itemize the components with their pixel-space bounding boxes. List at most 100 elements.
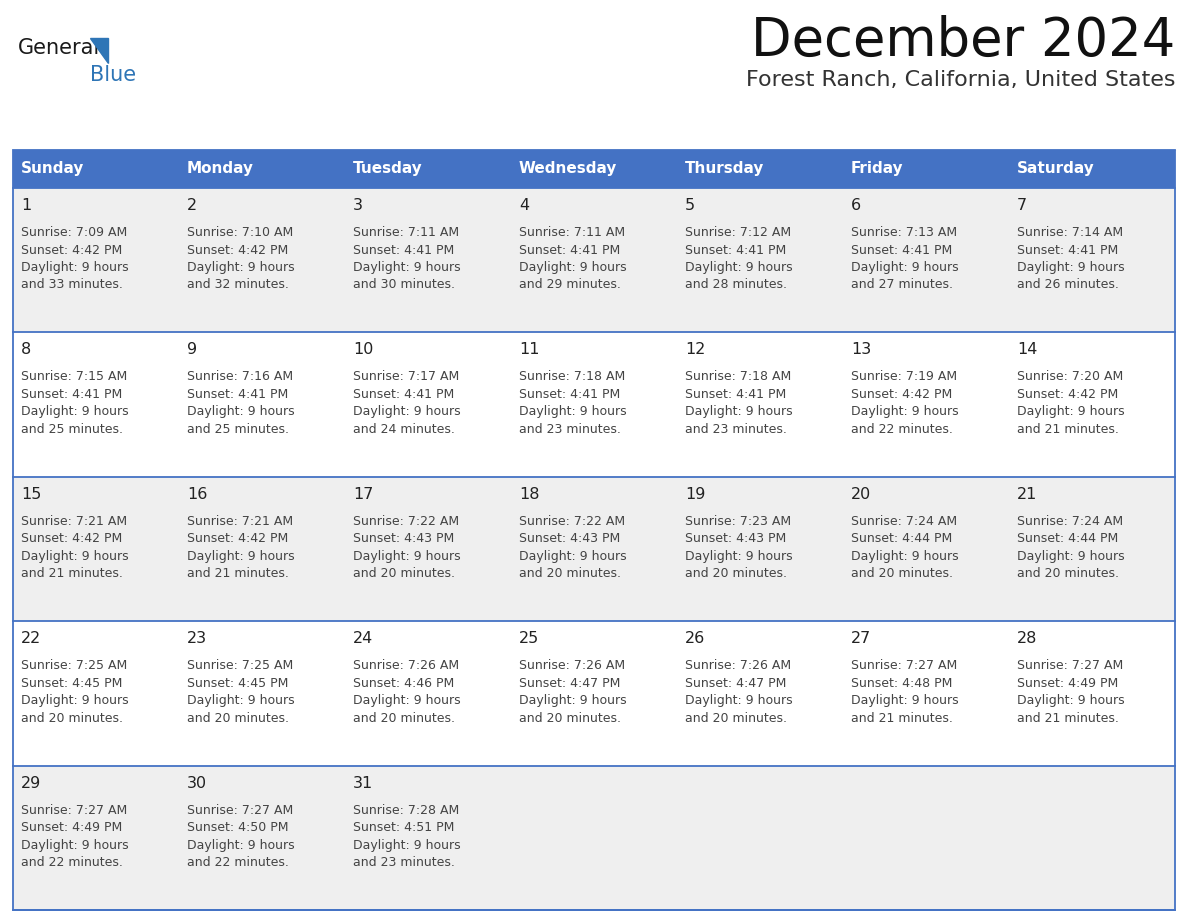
Text: 20: 20: [851, 487, 871, 502]
Text: 30: 30: [187, 776, 207, 790]
Text: Daylight: 9 hours: Daylight: 9 hours: [21, 694, 128, 707]
Text: Sunset: 4:42 PM: Sunset: 4:42 PM: [187, 243, 289, 256]
Text: Daylight: 9 hours: Daylight: 9 hours: [187, 694, 295, 707]
Text: Daylight: 9 hours: Daylight: 9 hours: [519, 261, 626, 274]
Text: Daylight: 9 hours: Daylight: 9 hours: [353, 406, 461, 419]
Text: Sunset: 4:44 PM: Sunset: 4:44 PM: [1017, 532, 1118, 545]
Text: Sunset: 4:49 PM: Sunset: 4:49 PM: [21, 821, 122, 834]
Text: Sunrise: 7:11 AM: Sunrise: 7:11 AM: [519, 226, 625, 239]
Text: Sunrise: 7:12 AM: Sunrise: 7:12 AM: [685, 226, 791, 239]
Text: Sunrise: 7:15 AM: Sunrise: 7:15 AM: [21, 370, 127, 384]
Text: and 20 minutes.: and 20 minutes.: [1017, 567, 1119, 580]
Text: and 24 minutes.: and 24 minutes.: [353, 423, 455, 436]
Text: Wednesday: Wednesday: [519, 162, 618, 176]
Text: and 23 minutes.: and 23 minutes.: [685, 423, 786, 436]
Text: Sunrise: 7:27 AM: Sunrise: 7:27 AM: [21, 803, 127, 817]
Text: Sunrise: 7:27 AM: Sunrise: 7:27 AM: [1017, 659, 1123, 672]
Text: and 25 minutes.: and 25 minutes.: [187, 423, 289, 436]
Text: 11: 11: [519, 342, 539, 357]
Bar: [345, 150, 511, 188]
Text: Thursday: Thursday: [685, 162, 764, 176]
Text: and 32 minutes.: and 32 minutes.: [187, 278, 289, 292]
Text: 4: 4: [519, 198, 529, 213]
Text: and 20 minutes.: and 20 minutes.: [519, 567, 621, 580]
Text: General: General: [18, 38, 100, 58]
Text: Sunset: 4:41 PM: Sunset: 4:41 PM: [685, 388, 786, 401]
Text: Sunrise: 7:26 AM: Sunrise: 7:26 AM: [685, 659, 791, 672]
Text: and 21 minutes.: and 21 minutes.: [187, 567, 289, 580]
Text: Daylight: 9 hours: Daylight: 9 hours: [1017, 261, 1125, 274]
Text: Sunset: 4:45 PM: Sunset: 4:45 PM: [187, 677, 289, 689]
Text: Daylight: 9 hours: Daylight: 9 hours: [851, 406, 959, 419]
Text: Monday: Monday: [187, 162, 254, 176]
Text: Sunrise: 7:16 AM: Sunrise: 7:16 AM: [187, 370, 293, 384]
Text: 10: 10: [353, 342, 373, 357]
Text: 12: 12: [685, 342, 706, 357]
Text: Daylight: 9 hours: Daylight: 9 hours: [21, 261, 128, 274]
Text: 27: 27: [851, 632, 871, 646]
Text: Daylight: 9 hours: Daylight: 9 hours: [685, 406, 792, 419]
Text: Sunrise: 7:20 AM: Sunrise: 7:20 AM: [1017, 370, 1123, 384]
Text: Sunset: 4:41 PM: Sunset: 4:41 PM: [1017, 243, 1118, 256]
Text: and 29 minutes.: and 29 minutes.: [519, 278, 621, 292]
Text: Daylight: 9 hours: Daylight: 9 hours: [685, 694, 792, 707]
Text: Sunrise: 7:14 AM: Sunrise: 7:14 AM: [1017, 226, 1123, 239]
Text: Sunrise: 7:09 AM: Sunrise: 7:09 AM: [21, 226, 127, 239]
Text: Sunrise: 7:27 AM: Sunrise: 7:27 AM: [851, 659, 958, 672]
Text: 5: 5: [685, 198, 695, 213]
Text: Blue: Blue: [90, 65, 137, 85]
Text: Sunset: 4:41 PM: Sunset: 4:41 PM: [685, 243, 786, 256]
Text: Daylight: 9 hours: Daylight: 9 hours: [187, 261, 295, 274]
Text: Sunset: 4:43 PM: Sunset: 4:43 PM: [685, 532, 786, 545]
Text: 28: 28: [1017, 632, 1037, 646]
Text: 26: 26: [685, 632, 706, 646]
Text: and 30 minutes.: and 30 minutes.: [353, 278, 455, 292]
Text: 29: 29: [21, 776, 42, 790]
Text: Sunset: 4:42 PM: Sunset: 4:42 PM: [1017, 388, 1118, 401]
Text: Daylight: 9 hours: Daylight: 9 hours: [187, 550, 295, 563]
Bar: [179, 150, 345, 188]
Text: 23: 23: [187, 632, 207, 646]
Text: Tuesday: Tuesday: [353, 162, 423, 176]
Text: 16: 16: [187, 487, 208, 502]
Text: Daylight: 9 hours: Daylight: 9 hours: [353, 261, 461, 274]
Text: and 20 minutes.: and 20 minutes.: [21, 711, 124, 724]
Text: Sunset: 4:41 PM: Sunset: 4:41 PM: [353, 243, 454, 256]
Text: Sunrise: 7:22 AM: Sunrise: 7:22 AM: [519, 515, 625, 528]
Text: Sunset: 4:41 PM: Sunset: 4:41 PM: [187, 388, 289, 401]
Text: 25: 25: [519, 632, 539, 646]
Bar: [13, 476, 1175, 621]
Text: Sunday: Sunday: [21, 162, 84, 176]
Text: Sunrise: 7:10 AM: Sunrise: 7:10 AM: [187, 226, 293, 239]
Text: and 20 minutes.: and 20 minutes.: [187, 711, 289, 724]
Text: Sunset: 4:46 PM: Sunset: 4:46 PM: [353, 677, 454, 689]
Text: Forest Ranch, California, United States: Forest Ranch, California, United States: [746, 70, 1175, 90]
Text: 21: 21: [1017, 487, 1037, 502]
Text: 13: 13: [851, 342, 871, 357]
Text: 2: 2: [187, 198, 197, 213]
Text: Daylight: 9 hours: Daylight: 9 hours: [187, 839, 295, 852]
Text: 8: 8: [21, 342, 31, 357]
Bar: [13, 766, 1175, 910]
Text: Sunrise: 7:26 AM: Sunrise: 7:26 AM: [353, 659, 459, 672]
Text: Sunrise: 7:23 AM: Sunrise: 7:23 AM: [685, 515, 791, 528]
Bar: [13, 188, 1175, 332]
Text: Daylight: 9 hours: Daylight: 9 hours: [21, 550, 128, 563]
Text: Daylight: 9 hours: Daylight: 9 hours: [851, 550, 959, 563]
Text: and 22 minutes.: and 22 minutes.: [187, 856, 289, 869]
Text: Daylight: 9 hours: Daylight: 9 hours: [851, 694, 959, 707]
Text: and 20 minutes.: and 20 minutes.: [353, 567, 455, 580]
Bar: [843, 150, 1009, 188]
Text: Sunrise: 7:18 AM: Sunrise: 7:18 AM: [685, 370, 791, 384]
Text: Sunrise: 7:25 AM: Sunrise: 7:25 AM: [187, 659, 293, 672]
Text: Sunset: 4:41 PM: Sunset: 4:41 PM: [353, 388, 454, 401]
Text: and 21 minutes.: and 21 minutes.: [21, 567, 122, 580]
Text: and 25 minutes.: and 25 minutes.: [21, 423, 124, 436]
Text: and 20 minutes.: and 20 minutes.: [519, 711, 621, 724]
Text: December 2024: December 2024: [751, 15, 1175, 67]
Text: Friday: Friday: [851, 162, 904, 176]
Bar: [1009, 150, 1175, 188]
Text: Daylight: 9 hours: Daylight: 9 hours: [353, 694, 461, 707]
Text: Daylight: 9 hours: Daylight: 9 hours: [21, 406, 128, 419]
Text: Daylight: 9 hours: Daylight: 9 hours: [519, 550, 626, 563]
